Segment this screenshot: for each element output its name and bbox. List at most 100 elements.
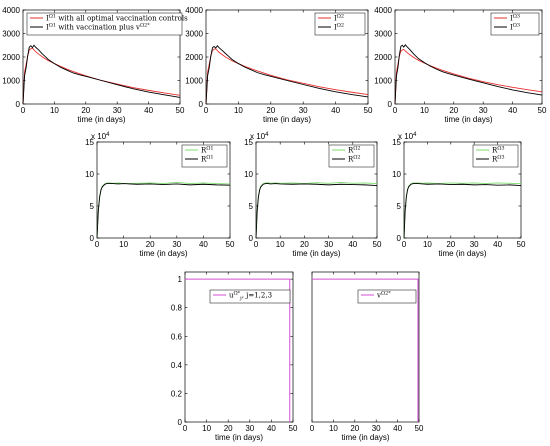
series-line-1 bbox=[22, 47, 181, 105]
x-tick-label: 0 bbox=[254, 240, 259, 249]
y-tick-label: 0 bbox=[397, 234, 402, 243]
legend: vΩ2* bbox=[357, 289, 417, 304]
x-tick-label: 20 bbox=[224, 424, 233, 433]
y-tick-label: 2000 bbox=[374, 53, 392, 62]
legend-label: IΩ1 with vaccination plus vΩ2* bbox=[46, 23, 150, 32]
legend-label: RΩ3 bbox=[492, 155, 505, 164]
x-tick-label: 50 bbox=[176, 106, 185, 115]
legend: uΩ*j, j=1,2,3 bbox=[209, 289, 291, 304]
y-tick-label: 15 bbox=[85, 138, 94, 147]
chart-panel-3: 0 10 20 30 40 50 0 1000 2000 3000 4000 time (in day… bbox=[374, 6, 547, 124]
series-line-2 bbox=[205, 44, 369, 105]
x-tick-label: 50 bbox=[226, 240, 235, 249]
series-line-2 bbox=[403, 183, 522, 239]
series-line-1 bbox=[185, 278, 291, 422]
x-tick-label: 20 bbox=[446, 240, 455, 249]
x-axis-label: time (in days) bbox=[292, 249, 340, 258]
x-tick-label: 40 bbox=[267, 424, 276, 433]
chart-panel-2: 0 10 20 30 40 50 0 1000 2000 3000 4000 time (in day… bbox=[185, 6, 373, 124]
y-tick-label: 0 bbox=[249, 234, 254, 243]
y-tick-label: 1 bbox=[178, 275, 183, 284]
y-tick-label: 0 bbox=[388, 100, 393, 109]
x-tick-label: 30 bbox=[245, 424, 254, 433]
y-tick-label: 10 bbox=[392, 170, 401, 179]
legend-label: IΩ3 bbox=[510, 14, 520, 23]
x-tick-label: 10 bbox=[420, 106, 429, 115]
series-line-1 bbox=[205, 48, 369, 105]
x-tick-label: 0 bbox=[204, 106, 209, 115]
y-tick-label: 0.6 bbox=[171, 332, 183, 341]
x-tick-label: 40 bbox=[493, 240, 502, 249]
x-tick-label: 10 bbox=[50, 106, 59, 115]
x-tick-label: 40 bbox=[144, 106, 153, 115]
y-tick-label: 1000 bbox=[2, 77, 20, 86]
x-tick-label: 30 bbox=[479, 106, 488, 115]
legend-label: IΩ1 with all optimal vaccination control… bbox=[46, 14, 188, 23]
x-tick-label: 30 bbox=[172, 240, 181, 249]
x-tick-label: 20 bbox=[350, 424, 359, 433]
x-tick-label: 20 bbox=[266, 106, 275, 115]
x-tick-label: 30 bbox=[324, 240, 333, 249]
legend-label: IΩ2 bbox=[334, 14, 344, 23]
x-tick-label: 0 bbox=[21, 106, 26, 115]
x-tick-label: 30 bbox=[372, 424, 381, 433]
y-tick-label: 2000 bbox=[185, 53, 203, 62]
series-line-2 bbox=[96, 182, 231, 239]
legend-label: RΩ3 bbox=[492, 146, 505, 155]
x-tick-label: 30 bbox=[113, 106, 122, 115]
series-line-2 bbox=[255, 183, 378, 239]
y-tick-label: 0 bbox=[199, 100, 204, 109]
y-tick-label: 3000 bbox=[2, 30, 20, 39]
x-axis-label: time (in days) bbox=[215, 433, 263, 442]
y-tick-label: 5 bbox=[90, 202, 95, 211]
x-tick-label: 50 bbox=[373, 240, 382, 249]
y-exponent: x 104 bbox=[250, 132, 269, 141]
chart-panel-5: 0 10 20 30 40 50 0 5 10 15x 104 time (in days) RΩ2R… bbox=[244, 132, 382, 258]
x-tick-label: 10 bbox=[423, 240, 432, 249]
y-tick-label: 0.2 bbox=[171, 389, 183, 398]
x-tick-label: 0 bbox=[402, 240, 407, 249]
y-tick-label: 4000 bbox=[2, 6, 20, 15]
y-tick-label: 5 bbox=[249, 202, 254, 211]
x-axis-label: time (in days) bbox=[341, 433, 389, 442]
legend-label: RΩ2 bbox=[348, 146, 361, 155]
x-tick-label: 0 bbox=[310, 424, 315, 433]
y-tick-label: 0.4 bbox=[171, 361, 183, 370]
x-tick-label: 50 bbox=[415, 424, 424, 433]
x-axis-label: time (in days) bbox=[77, 115, 125, 124]
y-tick-label: 0 bbox=[178, 418, 183, 427]
y-tick-label: 10 bbox=[244, 170, 253, 179]
x-tick-label: 10 bbox=[119, 240, 128, 249]
x-tick-label: 20 bbox=[449, 106, 458, 115]
y-tick-label: 0 bbox=[16, 100, 21, 109]
chart-panel-6: 0 10 20 30 40 50 0 5 10 15x 104 time (in days) RΩ3R… bbox=[392, 132, 526, 258]
chart-panel-4: 0 10 20 30 40 50 0 5 10 15x 104 time (in days) RΩ1R… bbox=[85, 132, 235, 258]
legend-box bbox=[26, 12, 183, 36]
x-tick-label: 20 bbox=[300, 240, 309, 249]
y-tick-label: 0.8 bbox=[171, 304, 183, 313]
series-line-1 bbox=[394, 48, 543, 105]
x-axis-label: time (in days) bbox=[438, 249, 486, 258]
y-tick-label: 4000 bbox=[185, 6, 203, 15]
y-exponent: x 104 bbox=[91, 132, 110, 141]
y-tick-label: 1000 bbox=[374, 77, 392, 86]
y-tick-label: 3000 bbox=[374, 30, 392, 39]
legend-box bbox=[357, 289, 417, 304]
legend-label: IΩ3 bbox=[510, 23, 520, 32]
x-tick-label: 50 bbox=[538, 106, 547, 115]
legend-box bbox=[209, 289, 291, 304]
y-tick-label: 4000 bbox=[374, 6, 392, 15]
legend-label: uΩ*j, j=1,2,3 bbox=[229, 291, 272, 302]
x-axis-label: time (in days) bbox=[263, 115, 311, 124]
x-tick-label: 30 bbox=[470, 240, 479, 249]
legend-label: RΩ1 bbox=[201, 146, 214, 155]
y-tick-label: 5 bbox=[397, 202, 402, 211]
x-tick-label: 10 bbox=[276, 240, 285, 249]
x-axis-label: time (in days) bbox=[139, 249, 187, 258]
y-tick-label: 15 bbox=[244, 138, 253, 147]
chart-panel-1: 0 10 20 30 40 50 0 1000 2000 3000 4000 time (in day… bbox=[2, 6, 188, 124]
y-tick-label: 2000 bbox=[2, 53, 20, 62]
